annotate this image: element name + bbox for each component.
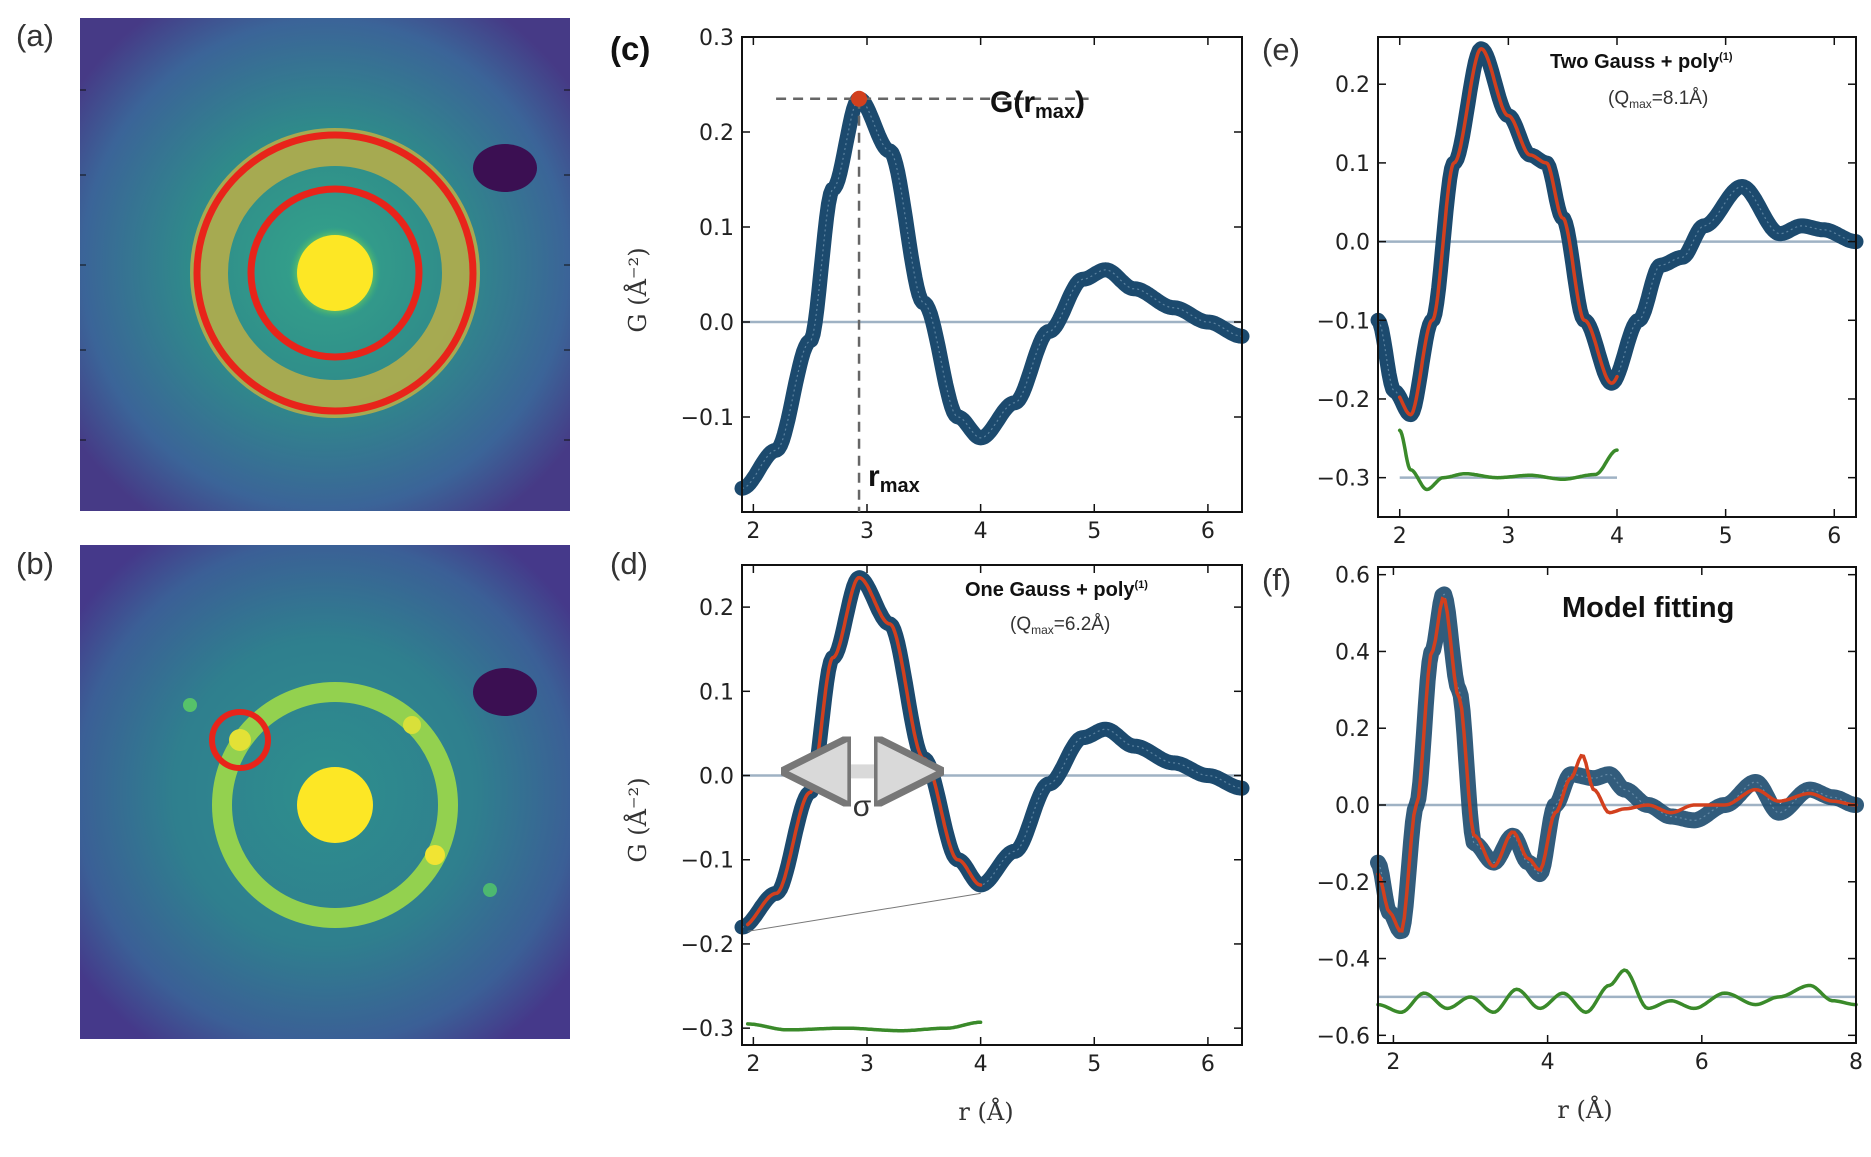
x-tick-label: 4 — [1541, 1050, 1555, 1075]
residual-line — [1397, 428, 1619, 492]
plot-e: 2 3 4 5 6 0.2 0.1 0.0 −0.1 −0.2 −0.3 — [1317, 36, 1864, 549]
y-tick-label: 0.1 — [699, 216, 734, 241]
rmax-label: rmax — [868, 460, 920, 497]
panel-label-b: (b) — [16, 546, 54, 581]
panel-label-e: (e) — [1262, 32, 1300, 67]
panel-label-a: (a) — [16, 18, 54, 53]
y-tick-label: −0.1 — [681, 849, 734, 874]
x-tick-label: 6 — [1827, 524, 1841, 549]
ylabel-d: G (Å⁻²) — [623, 777, 652, 862]
inner-ring-marker — [247, 185, 423, 361]
y-tick-label: 0.1 — [1335, 152, 1370, 177]
y-tick-label: −0.2 — [1317, 388, 1370, 413]
baseline-line — [747, 892, 981, 932]
y-tick-label: −0.2 — [681, 933, 734, 958]
plot-c: 2 3 4 5 6 0.3 0.2 0.1 0.0 −0.1 — [681, 26, 1250, 544]
ylabel-c: G (Å⁻²) — [623, 247, 652, 332]
title-e: Two Gauss + poly(1) — [1550, 51, 1733, 73]
residual-line — [745, 1020, 983, 1033]
y-tick-label: −0.4 — [1317, 948, 1370, 973]
outer-ring-marker — [193, 131, 477, 415]
y-tick-label: 0.0 — [699, 311, 734, 336]
xlabel-d: r (Å) — [958, 1097, 1013, 1126]
y-tick-label: −0.6 — [1317, 1024, 1370, 1049]
y-tick-label: 0.2 — [699, 596, 734, 621]
y-tick-label: 0.1 — [699, 680, 734, 705]
subtitle-e: (Qmax=8.1Å) — [1608, 88, 1708, 111]
y-tick-label: −0.3 — [1317, 467, 1370, 492]
peak-marker — [851, 90, 868, 107]
x-tick-label: 2 — [746, 519, 760, 544]
data-series-line — [734, 91, 1250, 496]
panel-label-f: (f) — [1262, 562, 1291, 597]
x-tick-label: 6 — [1201, 519, 1215, 544]
x-tick-label: 3 — [1501, 524, 1515, 549]
x-tick-label: 3 — [860, 1052, 874, 1077]
y-tick-label: 0.2 — [699, 121, 734, 146]
x-tick-label: 4 — [974, 1052, 988, 1077]
y-tick-label: −0.2 — [1317, 871, 1370, 896]
fit-line — [1397, 46, 1619, 417]
y-tick-label: 0.0 — [1335, 794, 1370, 819]
y-tick-label: −0.1 — [1317, 309, 1370, 334]
subtitle-d: (Qmax=6.2Å) — [1010, 614, 1110, 637]
xlabel-f: r (Å) — [1557, 1095, 1612, 1124]
gmax-label: G(rmax) — [990, 86, 1085, 123]
plot-frame — [741, 36, 1243, 513]
y-tick-label: −0.1 — [681, 406, 734, 431]
x-tick-label: 4 — [1610, 524, 1624, 549]
panel-b-image — [80, 545, 570, 1039]
y-tick-label: 0.2 — [1335, 717, 1370, 742]
title-f: Model fitting — [1562, 592, 1734, 624]
x-tick-label: 4 — [974, 519, 988, 544]
plot-frame — [1377, 36, 1857, 518]
x-tick-label: 6 — [1201, 1052, 1215, 1077]
plot-frame — [741, 564, 1243, 1046]
fit-line — [745, 575, 983, 927]
y-tick-label: 0.4 — [1335, 640, 1370, 665]
x-tick-label: 5 — [1087, 1052, 1101, 1077]
panel-label-d: (d) — [610, 546, 648, 581]
title-d: One Gauss + poly(1) — [965, 579, 1148, 601]
sigma-label: σ — [853, 790, 872, 823]
data-series-markers — [741, 98, 1243, 489]
fit-line — [1376, 596, 1858, 933]
y-tick-label: −0.3 — [681, 1017, 734, 1042]
panel-label-c: (c) — [610, 30, 650, 67]
y-tick-label: 0.0 — [699, 765, 734, 790]
spot-marker — [209, 709, 271, 771]
panel-a-image — [80, 18, 570, 511]
y-tick-label: 0.3 — [699, 26, 734, 51]
plot-f: 2 4 6 8 0.6 0.4 0.2 0.0 −0.2 −0.4 −0.6 — [1317, 564, 1864, 1075]
x-tick-label: 5 — [1087, 519, 1101, 544]
x-tick-label: 2 — [746, 1052, 760, 1077]
residual-line — [1376, 968, 1858, 1015]
x-tick-label: 2 — [1386, 1050, 1400, 1075]
x-tick-label: 6 — [1695, 1050, 1709, 1075]
y-tick-label: 0.0 — [1335, 231, 1370, 256]
x-tick-label: 2 — [1393, 524, 1407, 549]
plot-d: 2 3 4 5 6 0.2 0.1 0.0 −0.1 −0.2 −0.3 — [681, 564, 1250, 1077]
x-tick-label: 8 — [1849, 1050, 1863, 1075]
y-tick-label: 0.2 — [1335, 73, 1370, 98]
x-tick-label: 3 — [860, 519, 874, 544]
x-tick-label: 5 — [1719, 524, 1733, 549]
y-tick-label: 0.6 — [1335, 564, 1370, 589]
